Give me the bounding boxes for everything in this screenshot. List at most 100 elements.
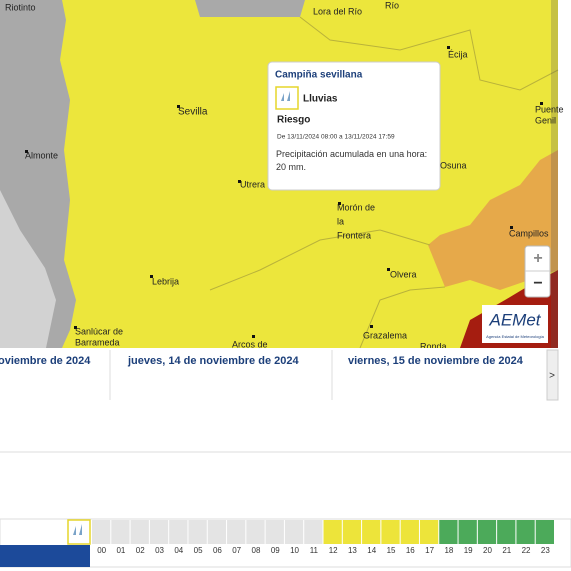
hour-cell bbox=[149, 520, 169, 544]
hour-label: 22 bbox=[522, 546, 531, 555]
hour-cell bbox=[419, 520, 439, 544]
place: Olvera bbox=[390, 269, 417, 279]
hour-cell bbox=[497, 520, 516, 544]
place: Río bbox=[385, 0, 399, 10]
logo-box bbox=[482, 305, 548, 343]
place: la bbox=[337, 216, 344, 226]
hour-cell bbox=[323, 520, 342, 544]
day-tab[interactable]: jueves, 14 de noviembre de 2024 bbox=[127, 355, 299, 367]
rain-icon bbox=[67, 519, 91, 545]
hour-label: 05 bbox=[194, 546, 203, 555]
hour-cell bbox=[284, 520, 304, 544]
next-button[interactable] bbox=[546, 349, 559, 401]
hour-label: 10 bbox=[290, 546, 299, 555]
hour-cell bbox=[342, 520, 362, 544]
hour-label: 14 bbox=[367, 546, 376, 555]
place: Utrera bbox=[240, 179, 265, 189]
place: Lora del Río bbox=[313, 6, 362, 16]
place: Ronda bbox=[420, 341, 447, 351]
popup-box bbox=[267, 61, 441, 191]
popup: Campiña sevillana Lluvias Riesgo De 13/1… bbox=[267, 61, 441, 191]
place: Morón de bbox=[337, 202, 375, 212]
zoom-control: + − bbox=[524, 245, 551, 298]
rain-drops bbox=[73, 524, 82, 535]
hour-label: 19 bbox=[464, 546, 473, 555]
place: Campillos bbox=[509, 228, 549, 238]
place: Frontera bbox=[337, 230, 371, 240]
popup-title: Campiña sevillana bbox=[275, 70, 363, 81]
day-tab[interactable]: oviembre de 2024 bbox=[0, 355, 91, 367]
place: Puente bbox=[535, 104, 564, 114]
hour-label: 00 bbox=[97, 546, 106, 555]
grey-region bbox=[195, 0, 305, 17]
hour-cell bbox=[535, 520, 554, 544]
sea bbox=[0, 190, 56, 348]
timeline-past bbox=[0, 545, 90, 567]
phenomenon: Lluvias bbox=[303, 94, 338, 105]
place: Lebrija bbox=[152, 276, 179, 286]
hour-label: 07 bbox=[232, 546, 241, 555]
hour-label: 20 bbox=[483, 546, 492, 555]
place: Écija bbox=[448, 49, 468, 59]
next-arrow[interactable]: > bbox=[549, 371, 555, 382]
zoom-in[interactable]: + bbox=[533, 250, 542, 267]
hour-cell bbox=[400, 520, 419, 544]
place: Genil bbox=[535, 115, 556, 125]
rain-icon bbox=[275, 86, 299, 110]
hour-cell bbox=[516, 520, 535, 544]
hour-cell bbox=[246, 520, 265, 544]
hour-cell bbox=[265, 520, 284, 544]
period: De 13/11/2024 08:00 a 13/11/2024 17:59 bbox=[277, 134, 395, 141]
town-dots bbox=[25, 46, 543, 338]
logo-name: AEMet bbox=[488, 310, 541, 329]
hour-label: 21 bbox=[502, 546, 511, 555]
hour-cell bbox=[92, 520, 111, 544]
hour-label: 16 bbox=[406, 546, 415, 555]
logo: AEMet Agencia Estatal de Meteorología bbox=[482, 305, 548, 343]
hour-label: 04 bbox=[174, 546, 183, 555]
hour-cell bbox=[111, 520, 130, 544]
hour-label: 15 bbox=[387, 546, 396, 555]
place: Barrameda bbox=[75, 337, 120, 347]
hour-cell bbox=[188, 520, 207, 544]
hour-cell bbox=[169, 520, 188, 544]
place: Grazalema bbox=[363, 330, 407, 340]
place: Sevilla bbox=[178, 107, 208, 118]
logo-subtitle: Agencia Estatal de Meteorología bbox=[486, 334, 545, 339]
hour-label: 01 bbox=[116, 546, 125, 555]
rain-drops bbox=[281, 91, 290, 101]
hour-cell bbox=[439, 520, 458, 544]
hour-cell bbox=[381, 520, 400, 544]
place: Sanlúcar de bbox=[75, 326, 123, 336]
hour-cell bbox=[130, 520, 149, 544]
boundary bbox=[299, 16, 559, 91]
place: Almonte bbox=[25, 150, 58, 160]
hour-label: 11 bbox=[310, 546, 319, 555]
place: Arcos de bbox=[232, 339, 268, 349]
hour-label: 12 bbox=[329, 546, 338, 555]
hour-cell bbox=[477, 520, 497, 544]
boundary bbox=[359, 286, 446, 349]
hour-cell bbox=[304, 520, 323, 544]
day-tab[interactable]: viernes, 15 de noviembre de 2024 bbox=[348, 355, 524, 367]
zoom-out[interactable]: − bbox=[533, 275, 542, 292]
hour-label: 23 bbox=[541, 546, 550, 555]
description: Precipitación acumulada en una hora: 20 … bbox=[276, 149, 428, 172]
hour-label: 03 bbox=[155, 546, 164, 555]
level: Riesgo bbox=[277, 115, 310, 126]
hour-cell bbox=[362, 520, 381, 544]
edge bbox=[551, 0, 558, 348]
place: Osuna bbox=[440, 160, 467, 170]
hour-label: 02 bbox=[136, 546, 145, 555]
hour-label: 13 bbox=[348, 546, 357, 555]
hour-label: 06 bbox=[213, 546, 222, 555]
hour-cell bbox=[207, 520, 227, 544]
hour-label: 09 bbox=[271, 546, 280, 555]
places: Riotinto Lora del Río Río Écija Sevilla … bbox=[5, 0, 564, 351]
hour-cell bbox=[227, 520, 246, 544]
hour-label: 17 bbox=[425, 546, 434, 555]
description-box: Precipitación acumulada en una hora: 20 … bbox=[276, 149, 428, 172]
place: Riotinto bbox=[5, 2, 36, 12]
